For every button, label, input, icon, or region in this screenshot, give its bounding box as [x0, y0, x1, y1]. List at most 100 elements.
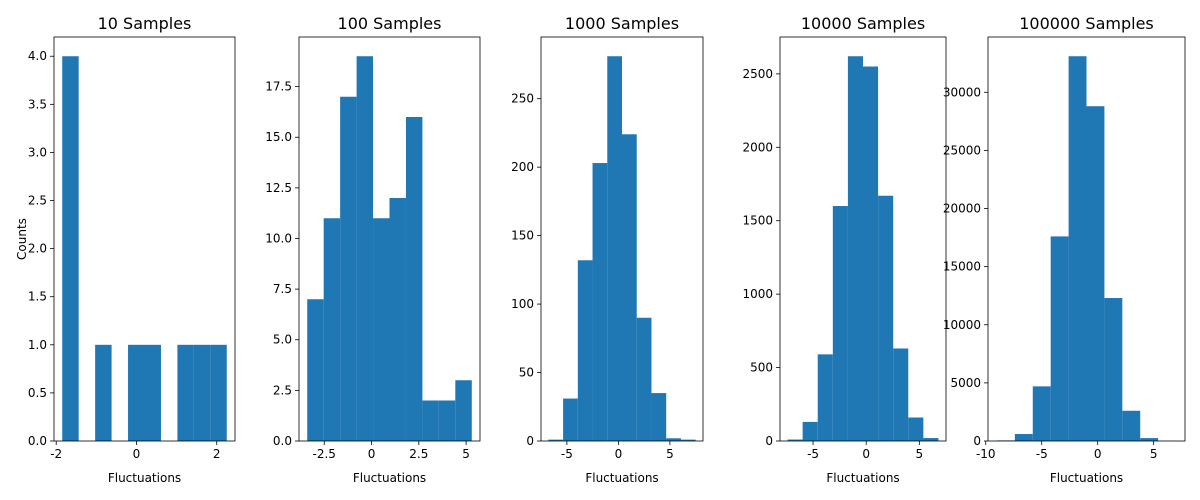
y-tick-label-2-4: 7.5	[273, 282, 292, 296]
histogram-bar-5-6	[1086, 106, 1105, 442]
x-tick-label-1-3: 2	[213, 447, 221, 461]
x-axis-label-3: Fluctuations	[585, 471, 658, 485]
histogram-bar-2-5	[373, 218, 390, 441]
y-tick-label-1-9: 4.0	[28, 49, 47, 63]
histogram-bar-2-10	[455, 380, 472, 441]
axes-frame-5	[987, 36, 1186, 442]
y-tick-label-2-2: 2.5	[273, 383, 292, 397]
x-tick-label-2-4: 5	[462, 447, 470, 461]
histogram-bar-3-1	[548, 439, 564, 441]
y-tick-label-2-5: 10.0	[265, 231, 292, 245]
histogram-bar-1-1	[62, 56, 79, 441]
y-tick-label-5-7: 30000	[943, 85, 981, 99]
y-tick-label-1-4: 1.5	[28, 290, 47, 304]
y-tick-label-4-5: 2000	[742, 140, 773, 154]
y-tick-label-5-3: 10000	[943, 318, 981, 332]
histogram-bar-5-2	[1014, 434, 1033, 441]
histogram-bar-4-1	[787, 439, 803, 441]
histogram-bar-5-7	[1104, 298, 1123, 441]
y-tick-label-2-1: 0.0	[273, 434, 292, 448]
axes-frame-3	[540, 36, 704, 442]
histogram-bar-2-1	[307, 299, 324, 441]
histogram-bar-5-8	[1122, 410, 1141, 441]
histogram-bar-3-8	[651, 393, 667, 441]
y-tick-label-2-3: 5.0	[273, 333, 292, 347]
histogram-bar-5-4	[1050, 236, 1069, 441]
histogram-bar-2-8	[422, 400, 439, 441]
histogram-bar-4-5	[847, 56, 863, 441]
y-tick-label-4-2: 500	[750, 361, 773, 375]
y-tick-label-5-6: 25000	[943, 143, 981, 157]
histogram-bar-5-9	[1140, 438, 1159, 441]
histogram-bar-1-6	[144, 344, 161, 441]
y-tick-label-1-3: 1.0	[28, 338, 47, 352]
histogram-bar-3-7	[636, 317, 652, 441]
histogram-bar-2-3	[340, 96, 357, 441]
y-tick-label-3-2: 50	[519, 366, 534, 380]
histogram-bar-1-9	[193, 344, 211, 441]
x-tick-label-4-1: -5	[807, 447, 819, 461]
y-tick-label-3-6: 250	[511, 92, 534, 106]
axes-frame-4	[779, 36, 947, 442]
histogram-bar-2-9	[438, 400, 456, 441]
x-tick-label-5-2: -5	[1036, 447, 1048, 461]
histogram-bar-5-3	[1032, 386, 1051, 441]
y-tick-label-3-4: 150	[511, 229, 534, 243]
x-tick-label-3-1: -5	[561, 447, 573, 461]
x-tick-label-2-1: -2.5	[313, 447, 336, 461]
histogram-bar-4-9	[908, 417, 924, 441]
y-tick-label-1-8: 3.5	[28, 97, 47, 111]
histogram-bar-1-3	[95, 344, 112, 441]
x-tick-label-5-1: -10	[976, 447, 996, 461]
histogram-bar-2-6	[389, 197, 406, 441]
y-tick-label-5-1: 0	[973, 434, 981, 448]
y-tick-label-4-4: 1500	[742, 214, 773, 228]
histogram-bar-2-7	[405, 116, 423, 441]
x-axis-label-1: Fluctuations	[108, 471, 181, 485]
y-tick-label-4-3: 1000	[742, 287, 773, 301]
y-tick-label-1-2: 0.5	[28, 386, 47, 400]
y-tick-label-2-8: 17.5	[265, 80, 292, 94]
histogram-bar-5-5	[1068, 56, 1087, 441]
histogram-bar-3-3	[577, 260, 593, 441]
histogram-bar-2-2	[323, 218, 341, 441]
histogram-bar-1-10	[210, 344, 227, 441]
panel-title-4: 10000 Samples	[801, 14, 925, 33]
histogram-bar-3-5	[607, 56, 622, 441]
y-tick-label-3-1: 0	[526, 434, 534, 448]
x-axis-label-4: Fluctuations	[826, 471, 899, 485]
y-tick-label-2-6: 12.5	[265, 181, 292, 195]
y-tick-label-4-6: 2500	[742, 67, 773, 81]
axes-frame-1	[53, 36, 236, 442]
x-tick-label-1-2: 0	[133, 447, 141, 461]
y-axis-label: Counts	[15, 218, 29, 260]
panel-title-2: 100 Samples	[338, 14, 442, 33]
y-tick-label-5-2: 5000	[950, 376, 981, 390]
histogram-bar-4-8	[893, 348, 909, 441]
histogram-bar-1-5	[128, 344, 145, 441]
x-tick-label-4-2: 0	[862, 447, 870, 461]
histogram-bar-3-10	[680, 439, 696, 441]
histogram-bar-3-6	[622, 134, 637, 441]
x-tick-label-2-2: 0	[368, 447, 376, 461]
histogram-bar-3-4	[592, 163, 608, 441]
y-tick-label-4-1: 0	[765, 434, 773, 448]
y-tick-label-3-3: 100	[511, 297, 534, 311]
y-tick-label-3-5: 200	[511, 160, 534, 174]
panel-title-5: 100000 Samples	[1019, 14, 1154, 33]
y-tick-label-2-7: 15.0	[265, 130, 292, 144]
x-tick-label-3-3: 5	[666, 447, 674, 461]
x-axis-label-5: Fluctuations	[1050, 471, 1123, 485]
axes-frame-2	[298, 36, 481, 442]
x-tick-label-4-3: 5	[916, 447, 924, 461]
histogram-bar-4-6	[863, 66, 879, 441]
panel-title-1: 10 Samples	[98, 14, 192, 33]
y-tick-label-5-5: 20000	[943, 202, 981, 216]
y-tick-label-1-1: 0.0	[28, 434, 47, 448]
histogram-bar-4-4	[832, 206, 848, 441]
y-tick-label-1-5: 2.0	[28, 242, 47, 256]
x-axis-label-2: Fluctuations	[353, 471, 426, 485]
x-tick-label-5-4: 5	[1150, 447, 1158, 461]
histogram-bar-4-3	[817, 354, 833, 441]
